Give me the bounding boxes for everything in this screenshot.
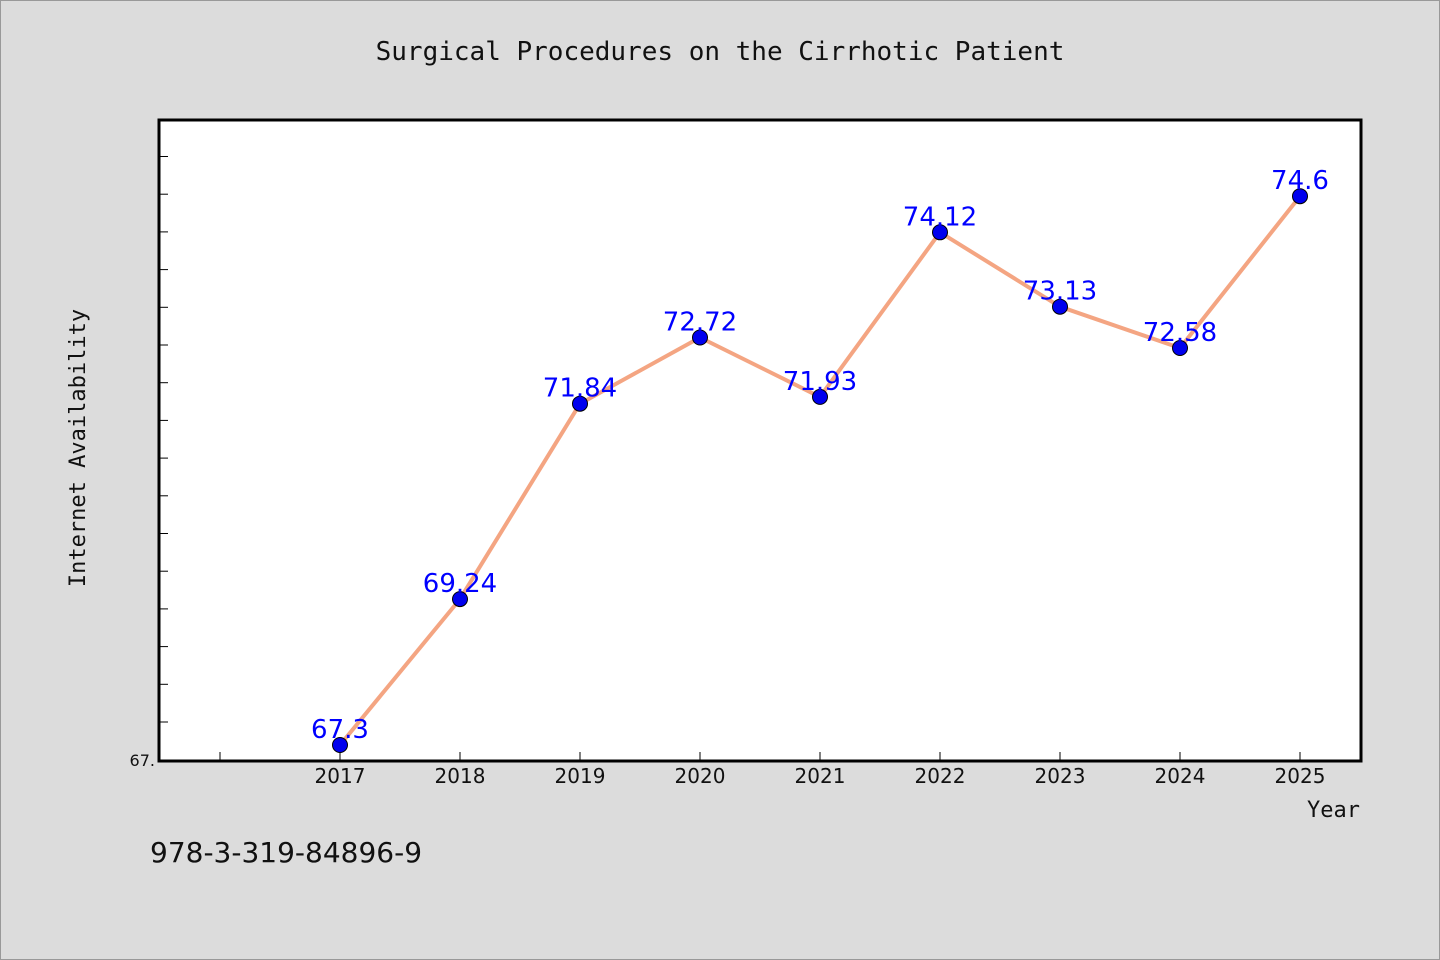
x-tick-label: 2017 — [315, 764, 366, 788]
x-tick-label: 2021 — [795, 764, 846, 788]
data-point — [932, 224, 948, 241]
x-tick-label: 2022 — [915, 764, 966, 788]
x-axis-ticks: 2017 2018 2019 2020 2021 2022 2023 2024 2025 — [219, 752, 1326, 788]
data-point — [332, 737, 348, 753]
data-label: 74.6 — [1271, 166, 1329, 196]
data-label: 67.3 — [311, 715, 369, 745]
x-tick-label: 2018 — [435, 764, 486, 788]
x-axis-label: Year — [1307, 798, 1360, 823]
x-tick-label: 2019 — [555, 764, 606, 788]
data-point — [572, 395, 588, 412]
isbn-text: 978-3-319-84896-9 — [150, 836, 422, 869]
series-layer: 67.3 69.24 71.84 72.72 71.93 74.12 73.13 72.58 7… — [311, 166, 1329, 753]
data-label: 73.13 — [1023, 277, 1097, 307]
data-label: 71.84 — [543, 374, 617, 404]
x-tick-label: 2025 — [1275, 764, 1326, 788]
plot-area — [157, 118, 1363, 763]
data-point — [452, 591, 468, 608]
data-point — [1172, 340, 1188, 356]
x-tick-label: 2023 — [1035, 764, 1086, 788]
data-point — [1292, 188, 1308, 205]
x-tick-label: 2024 — [1155, 764, 1206, 788]
data-point — [1052, 298, 1068, 315]
data-label: 72.58 — [1143, 318, 1217, 348]
y-axis-label: Internet Availability — [66, 309, 91, 587]
data-label: 69.24 — [423, 569, 497, 599]
y-tick-label: 67. — [130, 751, 155, 770]
chart-title: Surgical Procedures on the Cirrhotic Pat… — [376, 37, 1065, 67]
data-label: 71.93 — [783, 367, 857, 397]
data-point — [812, 388, 828, 405]
data-label: 74.12 — [903, 202, 977, 232]
x-tick-label: 2020 — [675, 764, 726, 788]
data-point — [692, 329, 708, 346]
y-axis-ticks — [160, 156, 168, 723]
data-label: 72.72 — [663, 308, 737, 338]
